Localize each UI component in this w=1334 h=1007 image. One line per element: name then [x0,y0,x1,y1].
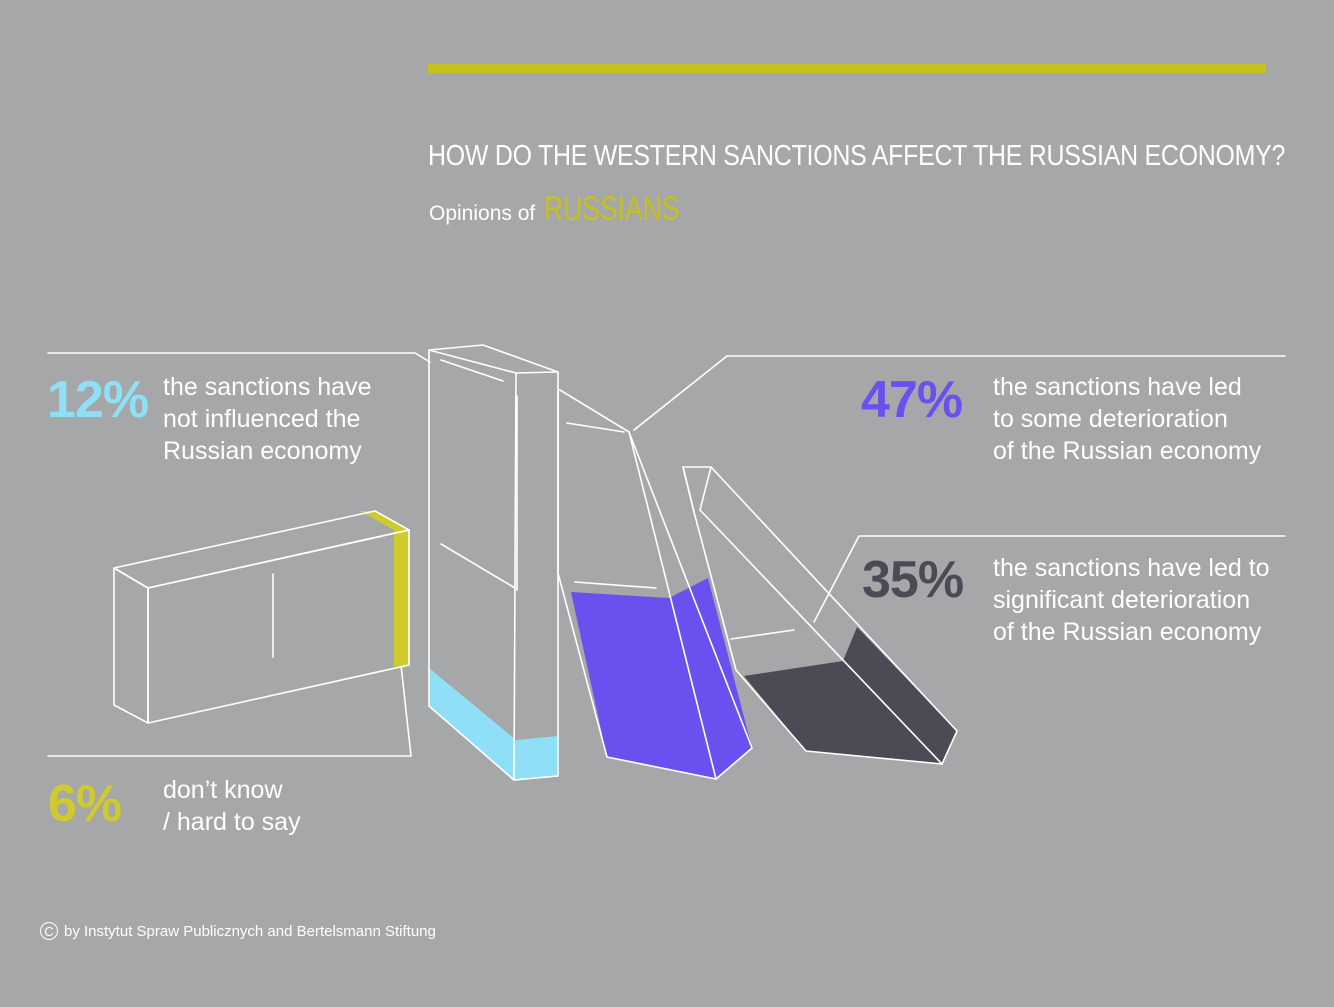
domino-not-influenced [428,344,559,781]
source-text: by Instytut Spraw Publicznych and Bertel… [64,922,436,940]
leader-line-not-influenced [47,352,431,363]
accent-bar [428,64,1266,73]
domino-dont-know [113,510,410,724]
leader-line-some-deterioration [633,355,1286,431]
chart-subtitle: Opinions of RUSSIANS [429,190,718,229]
label-significant-deterioration: the sanctions have led to significant de… [993,552,1270,648]
subtitle-lead: Opinions of [429,202,536,225]
pct-significant-deterioration: 35% [862,551,964,609]
label-not-influenced: the sanctions have not influenced the Ru… [163,371,371,467]
label-line: of the Russian economy [993,437,1262,465]
copyright-icon: C [40,922,58,940]
domino-significant-deterioration [682,466,958,765]
pct-dont-know: 6% [48,775,122,833]
label-line: the sanctions have led [993,373,1242,401]
label-line: of the Russian economy [993,618,1262,646]
label-line: the sanctions have led to [993,554,1270,582]
bar-dont-know [394,530,409,667]
bar-significant-deterioration [744,627,957,764]
bar-not-influenced [429,668,558,780]
pct-some-deterioration: 47% [861,371,963,429]
label-some-deterioration: the sanctions have led to some deteriora… [993,371,1261,467]
label-line: not influenced the [163,405,361,433]
leader-line-dont-know [47,664,412,757]
label-dont-know: don’t know / hard to say [163,774,301,838]
bar-some-deterioration [571,578,752,779]
pct-not-influenced: 12% [47,371,149,429]
chart-title: HOW DO THE WESTERN SANCTIONS AFFECT THE … [428,140,1286,172]
label-line: to some deterioration [993,405,1228,433]
bar-dont-know-top [360,511,409,530]
label-line: Russian economy [163,437,362,465]
label-line: significant deterioration [993,586,1251,614]
domino-some-deterioration [557,389,753,780]
source-credit: C by Instytut Spraw Publicznych and Bert… [40,922,436,940]
subtitle-highlight: RUSSIANS [543,190,680,228]
label-line: the sanctions have [163,373,372,401]
label-line: / hard to say [163,808,301,836]
label-line: don’t know [163,776,283,804]
